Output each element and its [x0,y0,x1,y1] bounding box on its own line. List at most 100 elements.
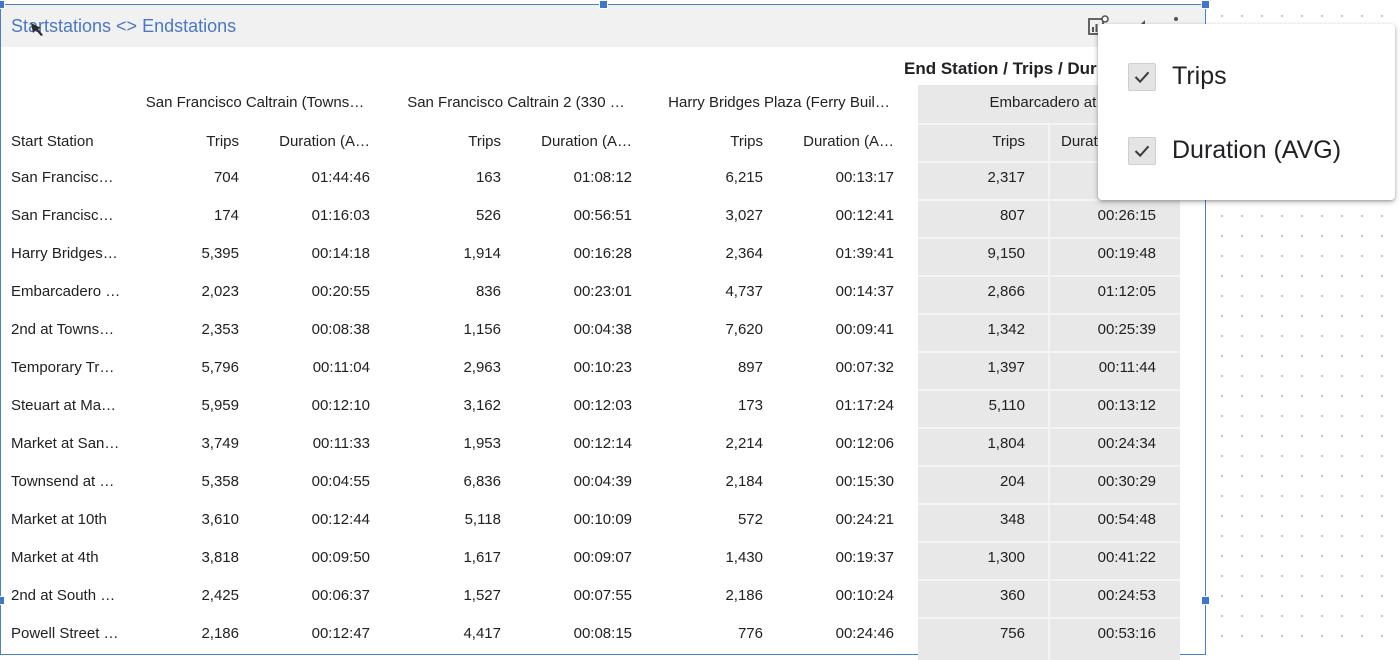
duration-cell: 00:13:17 [835,169,894,186]
checkmark-icon [1134,71,1150,84]
duration-cell: 00:12:14 [573,435,632,452]
duration-cell: 00:16:28 [573,245,632,262]
trips-cell: 572 [737,511,763,528]
start-station-cell: Market at 10th [11,511,107,528]
trips-cell: 2,364 [725,245,763,262]
row-divider [918,313,1180,315]
resize-handle-right[interactable] [1201,596,1210,605]
trips-cell: 9,150 [987,245,1025,262]
duration-cell: 00:23:01 [573,283,632,300]
table-row: Market at 10th 3,610 00:12:44 5,118 00:10:09… [1,503,1181,541]
start-station-cell: Embarcadero … [11,283,121,300]
table-row: San Francisc… 174 01:16:03 526 00:56:51 3,027… [1,199,1181,237]
trips-column-header[interactable]: Trips [468,133,501,150]
start-station-cell: Powell Street … [11,625,119,642]
start-station-cell: Market at San… [11,435,120,452]
start-station-cell: Steuart at Ma… [11,397,117,414]
trips-cell: 7,620 [725,321,763,338]
trips-checkbox[interactable] [1128,63,1156,91]
row-divider [918,465,1180,467]
resize-handle-top-right[interactable] [1201,0,1210,9]
metric-visibility-menu: Trips Duration (AVG) [1098,24,1395,200]
trips-cell: 173 [737,397,763,414]
duration-cell: 00:04:55 [311,473,370,490]
duration-column-header[interactable]: Duration (A… [541,133,632,150]
start-station-cell: 2nd at Towns… [11,321,115,338]
trips-cell: 2,214 [725,435,763,452]
menu-item-label: Duration (AVG) [1172,136,1342,164]
resize-handle-top-left[interactable] [0,0,5,9]
menu-item-trips[interactable]: Trips [1098,48,1395,108]
duration-cell: 00:24:21 [835,511,894,528]
trips-cell: 1,300 [987,549,1025,566]
trips-cell: 4,737 [725,283,763,300]
trips-column-header[interactable]: Trips [730,133,763,150]
row-divider [918,161,1180,163]
table-row: San Francisc… 704 01:44:46 163 01:08:12 6,215… [1,161,1181,199]
start-station-cell: Market at 4th [11,549,99,566]
start-station-header[interactable]: Start Station [11,133,94,150]
duration-cell: 00:19:48 [1097,245,1156,262]
trips-cell: 2,866 [987,283,1025,300]
row-divider [918,237,1180,239]
trips-cell: 1,156 [463,321,501,338]
duration-cell: 00:12:47 [311,625,370,642]
table-row: Embarcadero … 2,023 00:20:55 836 00:23:01 4,7… [1,275,1181,313]
row-divider [918,123,1180,125]
trips-cell: 174 [213,207,239,224]
duration-cell: 00:10:24 [835,587,894,604]
trips-cell: 6,215 [725,169,763,186]
duration-cell: 01:39:41 [835,245,894,262]
trips-cell: 1,527 [463,587,501,604]
duration-checkbox[interactable] [1128,137,1156,165]
row-divider [918,427,1180,429]
trips-cell: 5,110 [988,397,1025,414]
duration-cell: 00:19:37 [835,549,894,566]
duration-cell: 00:12:44 [311,511,370,528]
duration-cell: 00:07:32 [835,359,894,376]
menu-item-duration-avg[interactable]: Duration (AVG) [1098,122,1395,182]
resize-handle-left[interactable] [0,596,5,605]
duration-cell: 00:11:44 [1098,359,1156,376]
duration-cell: 00:12:03 [573,397,632,414]
widget-header: Startstations <> Endstations [1,5,1205,47]
duration-cell: 00:08:15 [573,625,632,642]
row-divider [918,617,1180,619]
widget-title[interactable]: Startstations <> Endstations [11,16,237,36]
end-station-header[interactable]: San Francisco Caltrain (Towns… [145,94,365,111]
end-station-header[interactable]: Harry Bridges Plaza (Ferry Buil… [668,94,890,111]
end-station-header[interactable]: San Francisco Caltrain 2 (330 … [407,94,625,111]
table-row: Temporary Tr… 5,796 00:11:04 2,963 00:10:23 8… [1,351,1181,389]
trips-cell: 807 [999,207,1025,224]
duration-cell: 00:10:09 [573,511,632,528]
trips-column-header[interactable]: Trips [206,133,239,150]
table-row: Townsend at … 5,358 00:04:55 6,836 00:04:39 2… [1,465,1181,503]
trips-cell: 1,342 [987,321,1025,338]
trips-cell: 204 [999,473,1025,490]
duration-cell: 01:16:03 [311,207,370,224]
trips-column-header[interactable]: Trips [992,133,1025,150]
duration-column-header[interactable]: Duration (A… [803,133,894,150]
start-station-cell: San Francisc… [11,169,114,186]
duration-cell: 00:09:07 [573,549,632,566]
trips-cell: 897 [737,359,763,376]
duration-cell: 00:12:41 [835,207,894,224]
duration-cell: 00:26:15 [1097,207,1156,224]
trips-cell: 348 [999,511,1025,528]
start-station-cell: 2nd at South … [11,587,116,604]
trips-cell: 3,162 [463,397,501,414]
trips-cell: 2,186 [201,625,239,642]
resize-handle-top[interactable] [599,0,608,9]
duration-cell: 00:15:30 [835,473,894,490]
pivot-table-widget[interactable]: Startstations <> Endstations End Station… [0,4,1206,660]
row-divider [918,541,1180,543]
trips-cell: 776 [737,625,763,642]
duration-column-header[interactable]: Duration (A… [279,133,370,150]
duration-cell: 00:24:34 [1097,435,1156,452]
trips-cell: 2,186 [725,587,763,604]
trips-cell: 3,027 [725,207,763,224]
duration-cell: 00:11:04 [312,359,370,376]
duration-cell: 00:08:38 [311,321,370,338]
duration-cell: 00:20:55 [311,283,370,300]
table-row: Harry Bridges… 5,395 00:14:18 1,914 00:16:28… [1,237,1181,275]
